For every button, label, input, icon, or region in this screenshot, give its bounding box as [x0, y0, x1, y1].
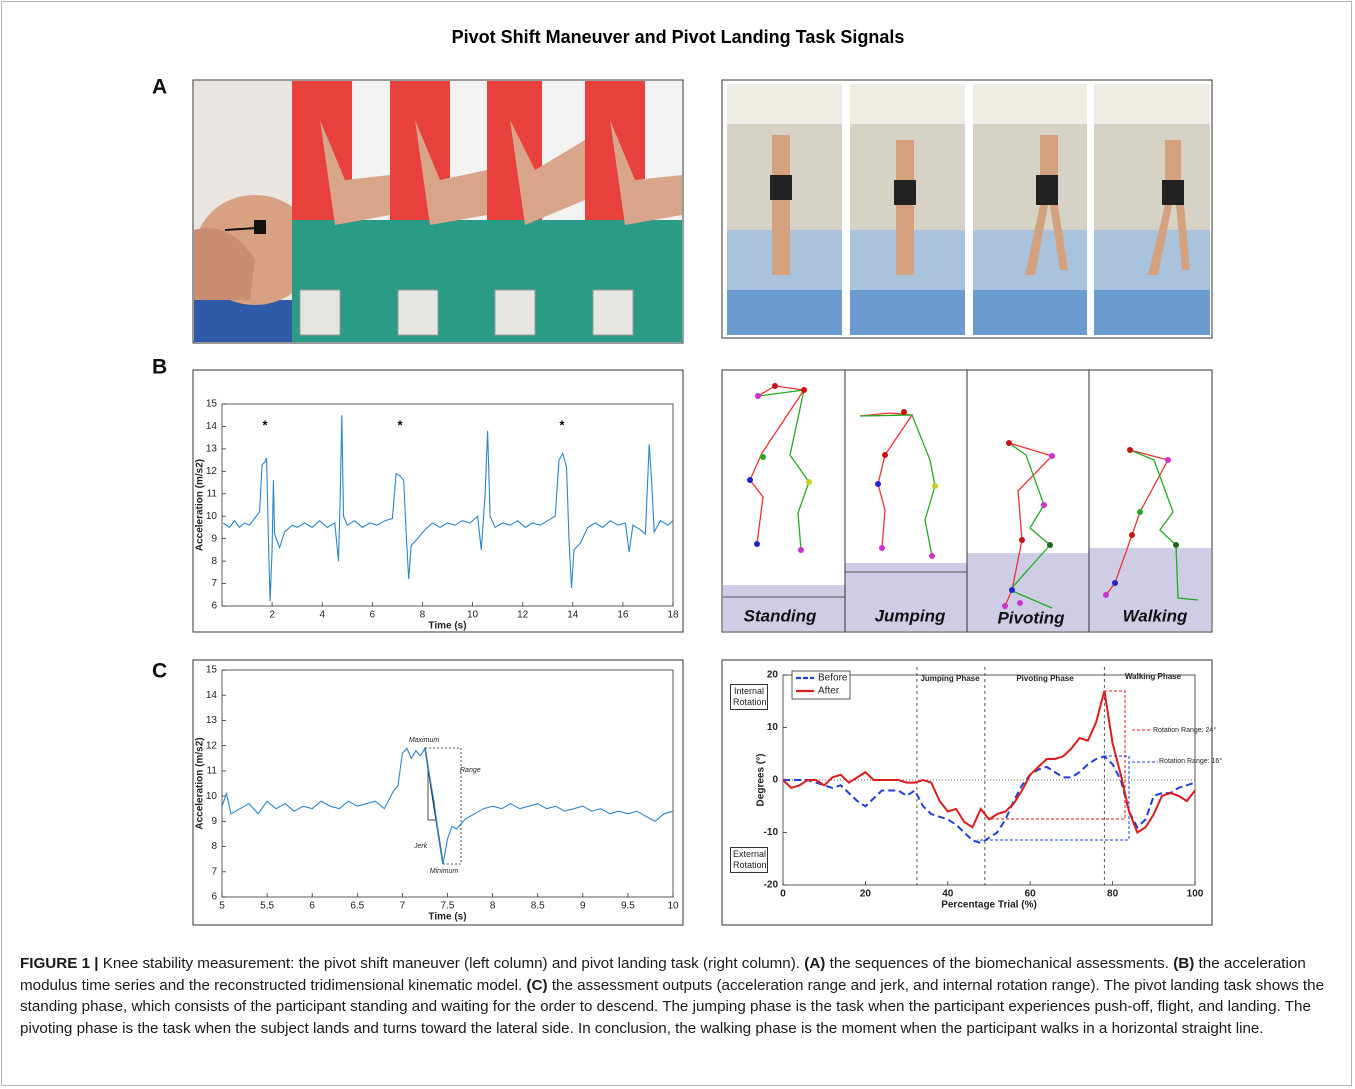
figure: Pivot Shift Maneuver and Pivot Landing T…	[0, 0, 1355, 950]
phase-label: Pivoting	[997, 608, 1065, 627]
y-tick-label: 7	[211, 578, 217, 589]
x-tick-label: 5	[219, 901, 225, 912]
y-tick-label: 13	[206, 715, 218, 726]
caption-text: the sequences of the biomechanical asses…	[830, 955, 1169, 972]
y-tick-label: 6	[211, 601, 217, 612]
y-tick-label: -10	[764, 827, 779, 838]
y-tick-label: 7	[211, 866, 217, 877]
x-tick-label: 10	[667, 901, 679, 912]
x-tick-label: 8	[420, 610, 426, 621]
x-tick-label: 10	[467, 610, 479, 621]
caption: FIGURE 1 | Knee stability measurement: t…	[20, 953, 1338, 1039]
phase-label: Walking Phase	[1125, 672, 1182, 681]
caption-label: (A)	[804, 955, 825, 972]
x-tick-label: 4	[319, 610, 325, 621]
x-tick-label: 8.5	[531, 901, 545, 912]
y-tick-label: 9	[211, 533, 217, 544]
chart-panel	[193, 370, 683, 632]
x-axis-label: Time (s)	[428, 621, 466, 632]
y-tick-label: 13	[206, 444, 218, 455]
photo-strip	[722, 80, 1212, 338]
x-tick-label: 6	[309, 901, 315, 912]
phase-label: Jumping Phase	[920, 674, 980, 683]
phase-label: Jumping	[875, 606, 946, 625]
legend-label: After	[818, 686, 840, 697]
x-tick-label: 18	[667, 610, 679, 621]
y-tick-label: 10	[206, 791, 218, 802]
phase-label: Standing	[744, 606, 817, 625]
x-axis-label: Time (s)	[428, 912, 466, 923]
range-label: Rotation Range: 16°	[1159, 757, 1222, 765]
annotation: Jerk	[413, 843, 428, 850]
y-axis-label: Degrees (°)	[756, 754, 767, 807]
x-tick-label: 7	[400, 901, 406, 912]
x-tick-label: 40	[942, 889, 954, 900]
x-axis-label: Percentage Trial (%)	[941, 900, 1037, 911]
y-tick-label: 0	[772, 775, 778, 786]
x-tick-label: 2	[269, 610, 275, 621]
x-tick-label: 7.5	[441, 901, 455, 912]
y-tick-label: 10	[206, 511, 218, 522]
x-tick-label: 16	[617, 610, 629, 621]
x-tick-label: 9.5	[621, 901, 635, 912]
annotation: Minimum	[430, 868, 459, 875]
kinematic-model: Standing Jumping Pivoting Walking	[722, 370, 1212, 632]
y-tick-label: 11	[207, 766, 218, 777]
x-tick-label: 6	[370, 610, 376, 621]
y-tick-label: 11	[207, 488, 218, 499]
y-tick-label: 6	[211, 892, 217, 903]
figure-title: Pivot Shift Maneuver and Pivot Landing T…	[452, 27, 905, 47]
y-tick-label: 14	[206, 421, 218, 432]
y-tick-label: 14	[206, 690, 218, 701]
annotation: Maximum	[409, 737, 440, 744]
annotation: Range	[460, 767, 481, 774]
y-tick-label: 8	[211, 556, 217, 567]
phase-label: Walking	[1123, 606, 1188, 625]
x-tick-label: 60	[1025, 889, 1037, 900]
panel-letter: A	[152, 76, 167, 99]
x-tick-label: 9	[580, 901, 586, 912]
y-tick-label: -20	[764, 880, 779, 891]
photo-strip	[193, 80, 683, 343]
y-axis-label: Acceleration (m/s2)	[195, 459, 206, 551]
x-tick-label: 12	[517, 610, 529, 621]
rotation-label: Internal Rotation	[730, 684, 768, 710]
x-tick-label: 5.5	[260, 901, 274, 912]
y-tick-label: 12	[206, 740, 218, 751]
y-axis-label: Acceleration (m/s2)	[195, 737, 206, 829]
y-tick-label: 12	[206, 466, 218, 477]
page: {"title": "Pivot Shift Maneuver and Pivo…	[0, 0, 1355, 1089]
legend-label: Before	[818, 673, 848, 684]
panel-letter: B	[152, 356, 167, 379]
range-label: Rotation Range: 24°	[1153, 726, 1216, 734]
caption-label: (C)	[527, 977, 548, 994]
x-tick-label: 8	[490, 901, 496, 912]
x-tick-label: 80	[1107, 889, 1119, 900]
x-tick-label: 6.5	[350, 901, 364, 912]
phase-label: Pivoting Phase	[1016, 674, 1074, 683]
y-tick-label: 9	[211, 816, 217, 827]
x-tick-label: 14	[567, 610, 579, 621]
x-tick-label: 0	[780, 889, 786, 900]
caption-label: (B)	[1173, 955, 1194, 972]
chart-panel	[193, 660, 683, 925]
caption-text: Knee stability measurement: the pivot sh…	[103, 955, 800, 972]
y-tick-label: 15	[206, 665, 218, 676]
y-tick-label: 10	[767, 722, 779, 733]
panel-letter: C	[152, 660, 167, 683]
y-tick-label: 8	[211, 841, 217, 852]
x-tick-label: 20	[860, 889, 872, 900]
y-tick-label: 15	[206, 399, 218, 410]
x-tick-label: 100	[1187, 889, 1204, 900]
rotation-label: External Rotation	[730, 847, 768, 873]
caption-label: FIGURE 1 |	[20, 955, 99, 972]
y-tick-label: 20	[767, 670, 779, 681]
